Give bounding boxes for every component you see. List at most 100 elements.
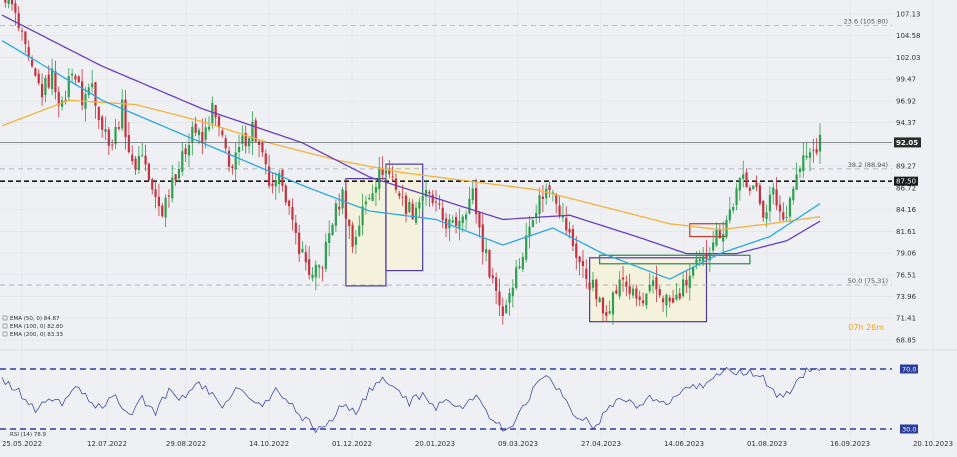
candle-body — [284, 185, 287, 203]
candle-body — [748, 187, 751, 191]
candle-body — [638, 296, 641, 300]
current-price-label: 92.05 — [896, 139, 918, 147]
candle-body — [448, 219, 451, 229]
candle-body — [308, 259, 311, 275]
candle-body — [498, 291, 501, 306]
candle-body — [488, 250, 491, 277]
candle-body — [10, 0, 14, 5]
x-tick: 14.06.2023 — [664, 440, 704, 448]
price-y-tick: 81.61 — [896, 228, 916, 236]
candle-body — [384, 170, 388, 174]
x-tick: 01.08.2023 — [747, 440, 787, 448]
candle-body — [314, 264, 317, 278]
candle-body — [107, 129, 110, 146]
candle-body — [695, 259, 698, 264]
candle-body — [54, 71, 57, 93]
candle-body — [171, 177, 174, 199]
candle-body — [501, 306, 504, 316]
candle-body — [30, 59, 34, 67]
candle-body — [121, 99, 124, 129]
candle-body — [294, 222, 297, 233]
candle-body — [795, 174, 798, 190]
candle-body — [818, 134, 822, 152]
candle-body — [368, 197, 371, 200]
candle-body — [134, 158, 137, 170]
candle-body — [621, 277, 625, 280]
candle-body — [568, 228, 571, 233]
candle-body — [371, 193, 374, 201]
candle-body — [177, 168, 181, 179]
candle-body — [71, 73, 74, 76]
x-tick: 20.10.2023 — [913, 440, 953, 448]
rsi-line — [1, 367, 821, 434]
candle-body — [758, 185, 762, 204]
candle-body — [268, 166, 271, 186]
candle-body — [481, 224, 484, 253]
x-tick: 20.01.2023 — [415, 440, 455, 448]
candle-body — [521, 256, 524, 270]
candle-body — [722, 233, 725, 242]
legend-toggle-icon — [2, 323, 8, 329]
candle-body — [338, 206, 341, 210]
candle-body — [401, 196, 404, 198]
candle-body — [224, 138, 227, 149]
price-y-tick: 79.06 — [896, 250, 917, 258]
candle-body — [161, 205, 164, 217]
candle-body — [181, 151, 184, 172]
candle-body — [812, 149, 815, 151]
candle-body — [4, 0, 7, 3]
candle-body — [311, 274, 314, 279]
candle-body — [97, 107, 100, 120]
price-y-tick: 94.37 — [896, 119, 916, 127]
candle-body — [391, 176, 394, 178]
countdown-label: 07h 26m — [848, 323, 884, 332]
candle-body — [237, 147, 241, 153]
candle-body — [144, 155, 147, 165]
candle-body — [762, 200, 765, 218]
candle-body — [454, 217, 458, 226]
candle-body — [197, 130, 201, 136]
pattern-box — [589, 257, 708, 323]
legend-toggle-icon — [2, 315, 8, 321]
x-tick: 14.10.2022 — [249, 440, 289, 448]
candle-body — [441, 207, 444, 221]
candle-body — [648, 285, 651, 292]
candle-body — [414, 207, 418, 223]
candle-body — [81, 81, 84, 106]
candle-body — [194, 123, 197, 133]
candle-body — [351, 224, 354, 247]
ema-200-line — [1, 99, 821, 231]
candle-body — [675, 294, 678, 300]
candle-body — [518, 266, 521, 269]
candle-body — [591, 279, 595, 288]
candle-body — [231, 166, 234, 169]
candle-body — [628, 286, 631, 294]
candle-body — [91, 83, 94, 88]
candle-body — [464, 214, 468, 220]
price-y-tick: 89.27 — [896, 163, 916, 171]
candle-body — [668, 297, 671, 302]
candle-body — [565, 217, 568, 231]
candle-body — [738, 178, 741, 191]
price-y-tick: 76.51 — [896, 271, 916, 279]
candle-body — [661, 298, 665, 303]
candle-body — [725, 219, 728, 237]
candle-body — [131, 154, 134, 162]
candle-body — [358, 225, 361, 236]
candle-body — [511, 287, 514, 297]
candle-body — [328, 233, 331, 243]
x-tick: 27.04.2023 — [581, 440, 621, 448]
candle-body — [745, 172, 748, 188]
candle-body — [782, 212, 785, 220]
candle-body — [548, 185, 551, 191]
price-y-tick: 86.72 — [896, 184, 916, 192]
candle-body — [458, 220, 461, 228]
legend-entry: EMA (100, 0) 82.80 — [10, 324, 64, 330]
price-y-tick: 102.03 — [896, 54, 921, 62]
candle-body — [428, 191, 431, 194]
candle-body — [201, 132, 204, 143]
pattern-box — [599, 254, 751, 265]
candle-body — [288, 200, 291, 207]
candle-body — [408, 201, 411, 213]
